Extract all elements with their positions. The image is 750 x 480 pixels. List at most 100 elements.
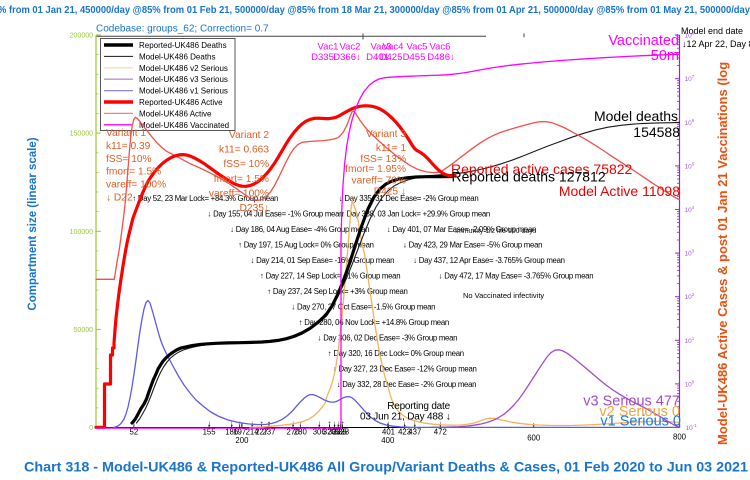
svg-text:% from 01 Jan 21, 450000/day @: % from 01 Jan 21, 450000/day @85% from 0…: [0, 4, 750, 16]
svg-text:Model-UK486 Deaths: Model-UK486 Deaths: [139, 52, 215, 61]
svg-text:437: 437: [408, 428, 421, 437]
svg-text:227: 227: [255, 428, 268, 437]
svg-text:Vac1: Vac1: [318, 42, 339, 53]
svg-text:100: 100: [685, 379, 695, 388]
svg-text:197: 197: [233, 428, 246, 437]
svg-text:fSS= 10%: fSS= 10%: [223, 159, 269, 170]
svg-text:800: 800: [673, 433, 687, 442]
svg-text:D401: D401: [366, 52, 389, 63]
svg-text:Chart 318 - Model-UK486 & Repo: Chart 318 - Model-UK486 & Reported-UK486…: [24, 459, 748, 475]
svg-text:↓ Day 437, 12 Apr Ease= -3.765: ↓ Day 437, 12 Apr Ease= -3.765% Group me…: [413, 256, 564, 265]
svg-text:fSS= 13%: fSS= 13%: [360, 154, 406, 165]
svg-text:Model-UK486 Vaccinated: Model-UK486 Vaccinated: [139, 121, 229, 130]
svg-text:03 Jun 21, Day 488 ↓: 03 Jun 21, Day 488 ↓: [360, 412, 451, 423]
svg-text:Model-UK486 v1 Serious: Model-UK486 v1 Serious: [139, 87, 228, 96]
svg-text:fmort= 1.5%: fmort= 1.5%: [214, 174, 269, 185]
svg-text:↑ Day 320, 16 Dec Lock= 0% Gro: ↑ Day 320, 16 Dec Lock= 0% Group mean: [328, 349, 464, 358]
svg-text:Model-UK486 v2 Serious: Model-UK486 v2 Serious: [139, 64, 228, 73]
svg-text:Vac6: Vac6: [430, 42, 451, 53]
svg-text:320: 320: [323, 428, 337, 437]
svg-text:↓ Day 401, 07 Mar Ease= -2.09%: ↓ Day 401, 07 Mar Ease= -2.09% Group mea…: [387, 225, 536, 234]
svg-text:100000: 100000: [70, 229, 93, 236]
svg-text:101: 101: [685, 336, 695, 345]
svg-text:D425 ↓: D425 ↓: [374, 187, 406, 198]
svg-text:↓: ↓: [207, 419, 211, 428]
svg-text:↓: ↓: [413, 419, 417, 428]
svg-text:Reported-UK486 Deaths: Reported-UK486 Deaths: [139, 41, 227, 50]
svg-text:↓ Day 270, 27 Oct Ease= -1.5%: ↓ Day 270, 27 Oct Ease= -1.5% Group mean: [292, 303, 436, 312]
svg-text:↓: ↓: [333, 419, 337, 428]
svg-text:270: 270: [286, 428, 300, 437]
svg-text:214: 214: [246, 428, 260, 437]
svg-text:D366↓: D366↓: [333, 52, 360, 63]
svg-text:↓ D22: ↓ D22: [106, 193, 133, 204]
svg-text:Model Active 11098: Model Active 11098: [559, 183, 680, 199]
svg-text:k11= 1: k11= 1: [376, 143, 406, 154]
svg-text:D425: D425: [380, 52, 403, 63]
svg-text:600: 600: [527, 434, 541, 443]
svg-text:Vac4: Vac4: [383, 42, 404, 53]
svg-text:102: 102: [685, 292, 695, 301]
svg-text:↑: ↑: [260, 419, 264, 428]
svg-text:186: 186: [225, 428, 238, 437]
svg-text:k11= 0.663: k11= 0.663: [219, 145, 269, 156]
svg-text:↓: ↓: [387, 419, 391, 428]
svg-text:↓12 Apr 22, Day 8: ↓12 Apr 22, Day 8: [682, 39, 750, 49]
svg-text:↓ Day 327, 23 Dec Ease= -12% G: ↓ Day 327, 23 Dec Ease= -12% Group mean: [333, 365, 477, 374]
svg-text:400: 400: [381, 436, 395, 445]
svg-text:Compartment size (linear scale: Compartment size (linear scale): [27, 137, 39, 310]
svg-text:Model-UK486 Active Cases & pos: Model-UK486 Active Cases & post 01 Jan 2…: [715, 62, 730, 445]
svg-text:150000: 150000: [70, 131, 93, 138]
svg-text:↓ Day 214, 01 Sep Ease= -16% G: ↓ Day 214, 01 Sep Ease= -16% Group mean: [251, 256, 395, 265]
svg-text:10-1: 10-1: [686, 423, 698, 432]
svg-text:↑: ↑: [341, 419, 345, 428]
svg-text:108: 108: [685, 31, 695, 40]
svg-text:↑ Day 197, 15 Aug Lock= 0% Gro: ↑ Day 197, 15 Aug Lock= 0% Group mean: [238, 241, 374, 250]
svg-text:338: 338: [336, 428, 349, 437]
svg-text:D455: D455: [403, 52, 426, 63]
svg-text:Model-UK486 v3 Serious: Model-UK486 v3 Serious: [139, 75, 228, 84]
svg-text:52: 52: [130, 428, 139, 437]
svg-text:v3 Serious 477: v3 Serious 477: [583, 394, 680, 410]
svg-text:Reported active cases 75822: Reported active cases 75822: [451, 161, 633, 177]
svg-text:v2 Serious 0: v2 Serious 0: [599, 404, 680, 420]
svg-text:↓: ↓: [230, 419, 234, 428]
svg-text:0: 0: [89, 425, 93, 432]
svg-text:↓ Day 155, 04 Jul Ease= -1% Gr: ↓ Day 155, 04 Jul Ease= -1% Group mean: [208, 210, 344, 219]
svg-text:Vaccinated: Vaccinated: [608, 33, 679, 49]
svg-text:105: 105: [685, 161, 695, 170]
svg-text:↓ Day 332, 28 Dec Ease= -2% Gr: ↓ Day 332, 28 Dec Ease= -2% Group mean: [337, 380, 477, 389]
svg-text:↑: ↑: [238, 419, 242, 428]
svg-text:306: 306: [313, 428, 326, 437]
svg-text:↓: ↓: [336, 419, 340, 428]
svg-text:fmort= 1.5%: fmort= 1.5%: [106, 167, 161, 178]
svg-text:Reported deaths 127812: Reported deaths 127812: [452, 169, 606, 185]
svg-text:↑: ↑: [298, 419, 302, 428]
svg-text:k11= 0.39: k11= 0.39: [106, 141, 151, 152]
svg-text:D486↓: D486↓: [427, 52, 454, 63]
svg-text:107: 107: [685, 74, 695, 83]
svg-text:Variant 3: Variant 3: [366, 129, 406, 140]
svg-text:50m: 50m: [651, 48, 679, 64]
svg-text:Vac3: Vac3: [371, 42, 392, 53]
svg-text:423: 423: [398, 428, 411, 437]
svg-text:Vac5: Vac5: [407, 42, 428, 53]
svg-text:↑ Day 338, 03 Jan Lock= +29.9%: ↑ Day 338, 03 Jan Lock= +29.9% Group mea…: [341, 210, 490, 219]
svg-text:Vac2: Vac2: [340, 42, 361, 53]
svg-text:v1 Serious 0: v1 Serious 0: [600, 414, 681, 430]
svg-text:155: 155: [203, 428, 217, 437]
svg-text:vareff= 100%: vareff= 100%: [209, 188, 269, 199]
svg-text:vareff= 70%: vareff= 70%: [352, 176, 406, 187]
svg-text:106: 106: [685, 118, 695, 127]
svg-text:Model deaths: Model deaths: [594, 108, 678, 124]
svg-text:fmort= 1.95%: fmort= 1.95%: [345, 164, 406, 175]
svg-text:Model-UK486 Active: Model-UK486 Active: [139, 109, 212, 118]
svg-text:280: 280: [294, 428, 308, 437]
svg-text:335: 335: [334, 428, 348, 437]
svg-text:↓: ↓: [438, 419, 442, 428]
svg-text:D235↓: D235↓: [240, 203, 269, 214]
svg-text:↓ Day 306, 02 Dec Ease= -3% Gr: ↓ Day 306, 02 Dec Ease= -3% Group mean: [318, 334, 458, 343]
svg-text:401: 401: [382, 428, 395, 437]
svg-text:200000: 200000: [70, 33, 93, 40]
svg-text:↓: ↓: [403, 419, 407, 428]
